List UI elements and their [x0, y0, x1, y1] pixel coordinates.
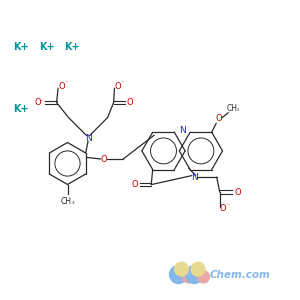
Circle shape	[197, 271, 209, 283]
Text: O: O	[234, 188, 241, 196]
Text: O: O	[220, 204, 226, 213]
Text: CH: CH	[226, 104, 238, 113]
Text: O: O	[58, 82, 65, 91]
Text: O: O	[131, 180, 138, 189]
Circle shape	[182, 271, 194, 283]
Text: O: O	[215, 114, 222, 123]
Text: O: O	[127, 98, 134, 107]
Text: O: O	[100, 154, 107, 164]
Text: O: O	[35, 98, 41, 107]
Text: N: N	[191, 172, 198, 182]
Text: ⁻: ⁻	[226, 204, 230, 209]
Text: K+: K+	[13, 104, 29, 115]
Circle shape	[169, 266, 188, 284]
Circle shape	[175, 262, 188, 276]
Circle shape	[191, 262, 205, 276]
Text: ⁻: ⁻	[64, 82, 68, 87]
Text: ₃: ₃	[237, 107, 239, 112]
Text: Chem.com: Chem.com	[210, 269, 271, 280]
Text: O: O	[115, 82, 122, 91]
Text: K+: K+	[13, 41, 29, 52]
Text: N: N	[85, 134, 92, 143]
Text: K+: K+	[64, 41, 80, 52]
Text: CH: CH	[61, 197, 72, 206]
Text: K+: K+	[39, 41, 54, 52]
Text: ⁻: ⁻	[121, 82, 124, 87]
Text: ₃: ₃	[72, 200, 74, 205]
Circle shape	[185, 266, 203, 284]
Text: ⁻: ⁻	[39, 100, 43, 106]
Text: N: N	[179, 126, 186, 135]
